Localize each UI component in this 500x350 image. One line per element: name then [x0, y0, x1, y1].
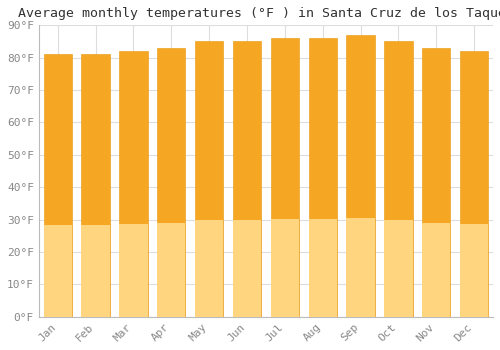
Bar — [119, 51, 148, 317]
Bar — [346, 35, 375, 317]
Bar — [422, 48, 450, 317]
Bar — [82, 225, 110, 317]
Bar — [460, 51, 488, 317]
Title: Average monthly temperatures (°F ) in Santa Cruz de los Taques: Average monthly temperatures (°F ) in Sa… — [18, 7, 500, 20]
Bar — [384, 41, 412, 317]
Bar — [157, 48, 186, 317]
Bar — [157, 223, 186, 317]
Bar — [308, 38, 337, 317]
Bar — [44, 55, 72, 317]
Bar — [308, 219, 337, 317]
Bar — [270, 38, 299, 317]
Bar — [346, 218, 375, 317]
Bar — [119, 224, 148, 317]
Bar — [195, 41, 224, 317]
Bar — [422, 223, 450, 317]
Bar — [460, 224, 488, 317]
Bar — [82, 55, 110, 317]
Bar — [44, 225, 72, 317]
Bar — [233, 220, 261, 317]
Bar — [384, 220, 412, 317]
Bar — [270, 219, 299, 317]
Bar — [195, 220, 224, 317]
Bar — [233, 41, 261, 317]
